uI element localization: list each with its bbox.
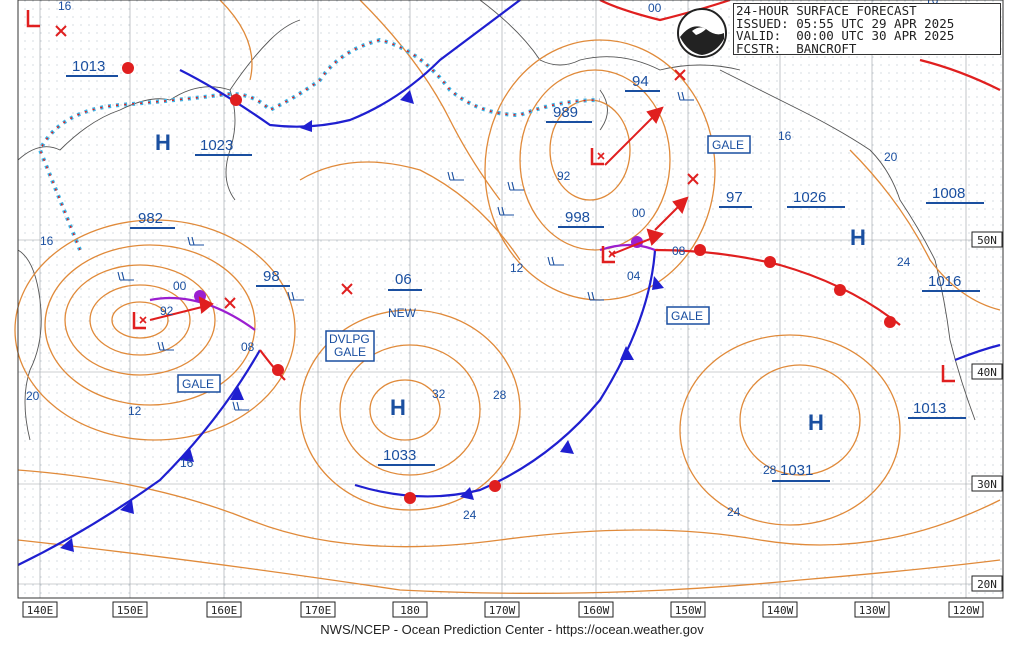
cold-front <box>17 349 261 566</box>
high-value: 1033 <box>383 447 416 464</box>
surface-analysis-map: H 1023 H 1033 H 1031 H 1026 982 989 998 … <box>14 0 1004 618</box>
low-value: 989 <box>553 104 578 121</box>
forecast-info-box: 24-HOUR SURFACE FORECAST ISSUED: 05:55 UT… <box>733 3 1001 55</box>
isobar-label: 08 <box>241 340 255 354</box>
longitude-label: 140E <box>27 604 54 617</box>
latitude-labels: 50N 40N 30N 20N <box>971 231 1003 592</box>
pressure-label: 00 <box>648 1 662 15</box>
valid-time: VALID: 00:00 UTC 30 APR 2025 <box>736 28 955 44</box>
isobar-label: 24 <box>463 508 477 522</box>
isobar-label: 16 <box>40 234 54 248</box>
isobar-label: 12 <box>128 404 142 418</box>
longitude-label: 170E <box>305 604 332 617</box>
pressure-label: 98 <box>263 268 280 285</box>
high-label: H <box>850 225 866 250</box>
pressure-label: 97 <box>726 189 743 206</box>
gale-warning: GALE <box>182 377 214 391</box>
longitude-label: 150W <box>675 604 702 617</box>
longitude-label: 160E <box>211 604 238 617</box>
product-title: 24-HOUR SURFACE FORECAST <box>736 3 917 18</box>
front-symbols <box>60 62 896 552</box>
gale-warning: GALE <box>712 138 744 152</box>
high-label: H <box>390 395 406 420</box>
high-label: H <box>808 410 824 435</box>
isobar-label: 20 <box>26 389 40 403</box>
wind-barbs <box>117 91 694 411</box>
isobar-label: 32 <box>432 387 446 401</box>
gale-warning: GALE <box>334 345 366 359</box>
isobars <box>14 0 1001 594</box>
longitude-label: 170W <box>489 604 516 617</box>
isobar-label: 92 <box>160 304 174 318</box>
isobar-label: 20 <box>884 150 898 164</box>
high-value: 1026 <box>793 189 826 206</box>
longitude-labels: 140E 150E 160E 170E 180 170W 160W 150W 140W 130W 1… <box>22 601 984 618</box>
storm-tracks <box>149 106 689 321</box>
isobar-label: 24 <box>727 505 741 519</box>
map-border <box>17 0 1004 599</box>
developing-warning: DVLPG <box>329 332 370 346</box>
pressure-label: 06 <box>395 271 412 288</box>
gale-warning: GALE <box>671 309 703 323</box>
isobar-label: 16 <box>778 129 792 143</box>
isobar-label: 28 <box>763 463 777 477</box>
low-value: 982 <box>138 210 163 227</box>
pressure-label: 94 <box>632 73 649 90</box>
latitude-label: 20N <box>977 578 997 591</box>
cold-front <box>354 249 657 498</box>
low-value: 998 <box>565 209 590 226</box>
warm-front <box>919 58 1001 91</box>
pressure-label: 1016 <box>928 273 961 290</box>
footer-credit: NWS/NCEP - Ocean Prediction Center - htt… <box>320 622 704 637</box>
isobar-label: 04 <box>627 269 641 283</box>
low-x <box>139 152 616 324</box>
isobar-label: 16 <box>180 456 194 470</box>
latitude-label: 40N <box>977 366 997 379</box>
warm-front <box>599 0 731 22</box>
isobar-label: 28 <box>493 388 507 402</box>
low-symbols <box>26 10 955 383</box>
latitude-label: 50N <box>977 234 997 247</box>
occluded-front <box>599 243 656 252</box>
new-label: NEW <box>388 306 417 320</box>
longitude-label: 160W <box>583 604 610 617</box>
pressure-label: 1013 <box>913 400 946 417</box>
isobar-label: 12 <box>510 261 524 275</box>
pressure-label: 1008 <box>932 185 965 202</box>
noaa-logo-icon <box>677 8 727 58</box>
isobar-label: 24 <box>897 255 911 269</box>
longitude-label: 150E <box>117 604 144 617</box>
low-value: 1013 <box>72 58 105 75</box>
isobar-label: 00 <box>173 279 187 293</box>
cold-front <box>954 343 1001 362</box>
x-markers <box>55 25 699 309</box>
isobar-label: 92 <box>557 169 571 183</box>
longitude-label: 120W <box>953 604 980 617</box>
isobar-label: 16 <box>58 0 72 13</box>
longitude-label: 130W <box>859 604 886 617</box>
issued-time: ISSUED: 05:55 UTC 29 APR 2025 <box>736 15 955 31</box>
high-value: 1031 <box>780 462 813 479</box>
forecaster: FCSTR: BANCROFT <box>736 40 857 56</box>
coastlines <box>17 0 976 441</box>
longitude-label: 140W <box>767 604 794 617</box>
longitude-label: 180 <box>400 604 420 617</box>
isobar-label: 00 <box>632 206 646 220</box>
high-value: 1023 <box>200 137 233 154</box>
ice-edge-line-red <box>39 39 601 251</box>
high-label: H <box>155 130 171 155</box>
latitude-label: 30N <box>977 478 997 491</box>
isobar-label: 08 <box>672 244 686 258</box>
